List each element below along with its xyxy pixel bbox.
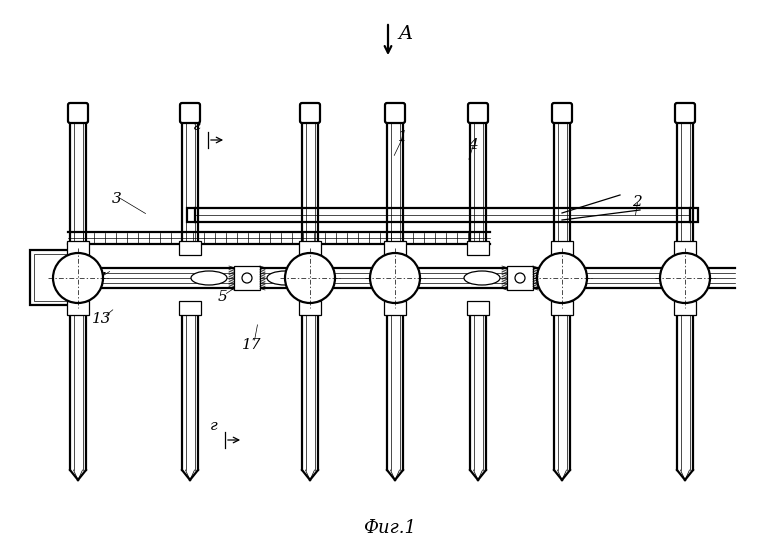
Text: 3: 3 xyxy=(112,192,122,206)
Text: 13: 13 xyxy=(92,312,112,326)
Bar xyxy=(384,301,406,315)
FancyBboxPatch shape xyxy=(385,103,405,123)
Bar xyxy=(234,266,260,290)
Bar xyxy=(67,241,89,255)
Bar xyxy=(674,241,696,255)
FancyBboxPatch shape xyxy=(468,103,488,123)
FancyBboxPatch shape xyxy=(300,103,320,123)
Bar xyxy=(67,301,89,315)
Bar xyxy=(187,208,195,222)
Bar xyxy=(30,250,70,305)
Bar xyxy=(34,254,66,301)
Circle shape xyxy=(53,253,103,303)
FancyBboxPatch shape xyxy=(675,103,695,123)
Bar xyxy=(690,208,698,222)
Circle shape xyxy=(242,273,252,283)
Text: 1: 1 xyxy=(398,130,408,144)
FancyBboxPatch shape xyxy=(552,103,572,123)
Bar xyxy=(299,301,321,315)
Text: 2: 2 xyxy=(632,195,642,209)
Circle shape xyxy=(515,273,525,283)
Bar xyxy=(551,301,573,315)
Bar xyxy=(179,301,201,315)
Bar xyxy=(467,301,489,315)
Circle shape xyxy=(537,253,587,303)
Text: Фиг.1: Фиг.1 xyxy=(363,519,417,537)
Text: 5: 5 xyxy=(218,290,228,304)
Bar xyxy=(507,266,533,290)
Text: 7: 7 xyxy=(95,272,105,286)
Text: г: г xyxy=(210,419,218,433)
Bar xyxy=(299,241,321,255)
Circle shape xyxy=(285,253,335,303)
Circle shape xyxy=(660,253,710,303)
Bar xyxy=(674,301,696,315)
Bar xyxy=(551,241,573,255)
Bar xyxy=(384,241,406,255)
Ellipse shape xyxy=(540,271,576,285)
Ellipse shape xyxy=(191,271,227,285)
Text: г: г xyxy=(193,119,200,133)
Circle shape xyxy=(370,253,420,303)
Text: 17: 17 xyxy=(242,338,261,352)
Bar xyxy=(467,241,489,255)
Text: 4: 4 xyxy=(468,138,477,152)
Ellipse shape xyxy=(464,271,500,285)
Bar xyxy=(179,241,201,255)
Text: A: A xyxy=(398,25,412,43)
Ellipse shape xyxy=(267,271,303,285)
FancyBboxPatch shape xyxy=(180,103,200,123)
FancyBboxPatch shape xyxy=(68,103,88,123)
